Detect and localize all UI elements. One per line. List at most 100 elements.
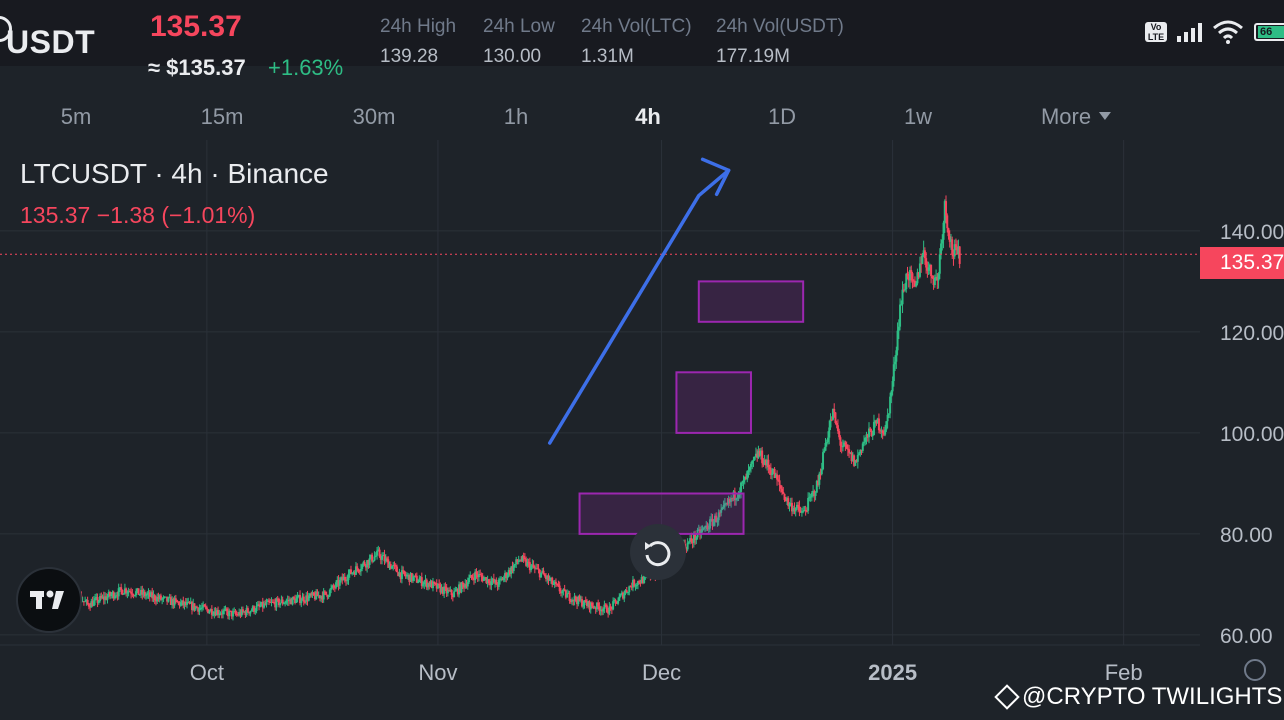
candle-body bbox=[566, 593, 569, 598]
tab-15m[interactable]: 15m bbox=[200, 104, 244, 129]
candle-body bbox=[422, 584, 425, 586]
candle-body bbox=[562, 589, 565, 592]
candle-body bbox=[577, 596, 580, 605]
candle-body bbox=[949, 239, 952, 242]
candle-body bbox=[346, 580, 349, 582]
replay-button[interactable] bbox=[630, 524, 686, 580]
candle-body bbox=[583, 600, 586, 606]
candle-body bbox=[424, 579, 427, 583]
candle-body bbox=[736, 497, 739, 499]
candle-body bbox=[911, 273, 914, 281]
candle-body bbox=[238, 612, 241, 616]
candle-body bbox=[363, 562, 366, 566]
candle-body bbox=[885, 421, 888, 430]
candle-body bbox=[502, 577, 505, 581]
stat-24h-vol-ltc: 24h Vol(LTC) 1.31M bbox=[581, 16, 692, 68]
candle-body bbox=[891, 381, 894, 392]
candle-body bbox=[778, 480, 781, 486]
candle-body bbox=[629, 586, 632, 588]
candle-body bbox=[307, 596, 310, 601]
candle-body bbox=[620, 592, 623, 595]
candle-body bbox=[436, 583, 439, 589]
candle-body bbox=[243, 611, 246, 613]
settings-icon[interactable] bbox=[1244, 659, 1266, 681]
candle-body bbox=[356, 566, 359, 569]
tab-30m[interactable]: 30m bbox=[352, 104, 396, 129]
caret-down-icon bbox=[1099, 112, 1112, 120]
candle-body bbox=[915, 283, 918, 287]
candle-body bbox=[450, 589, 453, 596]
candle-body bbox=[202, 604, 205, 608]
candle-body bbox=[928, 264, 931, 268]
tradingview-logo-icon[interactable] bbox=[16, 567, 82, 633]
candle-body bbox=[203, 604, 206, 607]
candle-body bbox=[687, 541, 690, 543]
more-label[interactable]: More bbox=[1040, 104, 1092, 129]
tab-5m[interactable]: 5m bbox=[60, 104, 92, 129]
candle-body bbox=[757, 451, 760, 458]
candle-body bbox=[795, 504, 798, 509]
pair-label[interactable]: USDT bbox=[6, 24, 96, 60]
candle-body bbox=[434, 582, 437, 584]
candle-body bbox=[399, 572, 402, 580]
candle-body bbox=[913, 280, 916, 287]
candle-body bbox=[521, 556, 524, 561]
x-tick-label: Dec bbox=[642, 660, 681, 685]
tab-1h[interactable]: 1h bbox=[503, 104, 529, 129]
candle-body bbox=[368, 558, 371, 565]
trend-arrow-head bbox=[700, 157, 731, 197]
candle-body bbox=[249, 611, 252, 614]
candle-body bbox=[343, 576, 346, 580]
candle-body bbox=[299, 595, 302, 604]
candle-body bbox=[923, 250, 926, 259]
candle-body bbox=[958, 246, 961, 264]
candle-body bbox=[828, 427, 831, 438]
candle-body bbox=[711, 518, 714, 526]
candle-body bbox=[536, 568, 539, 570]
candle-body bbox=[116, 595, 119, 597]
candle-body bbox=[813, 490, 816, 496]
x-tick-label: Feb bbox=[1105, 660, 1143, 685]
candle-body bbox=[274, 602, 277, 608]
candle-body bbox=[890, 391, 893, 397]
candle-body bbox=[554, 581, 557, 584]
candle-body bbox=[631, 579, 634, 588]
tab-1d[interactable]: 1D bbox=[767, 104, 797, 129]
candle-body bbox=[861, 443, 864, 451]
candle-body bbox=[844, 442, 847, 445]
candle-body bbox=[198, 608, 201, 612]
candle-body bbox=[259, 606, 262, 608]
candle-body bbox=[499, 578, 502, 580]
candle-body bbox=[439, 585, 442, 593]
candle-body bbox=[277, 598, 280, 606]
candle-body bbox=[335, 582, 338, 588]
candle-body bbox=[330, 588, 333, 590]
candle-body bbox=[292, 597, 295, 599]
candle-body bbox=[186, 601, 189, 605]
candle-body bbox=[756, 453, 759, 458]
candle-body bbox=[178, 602, 181, 606]
pair-title[interactable]: USDT bbox=[0, 24, 95, 61]
tab-4h[interactable]: 4h bbox=[635, 104, 661, 129]
tab-more[interactable]: More bbox=[1040, 104, 1112, 130]
candle-body bbox=[433, 581, 436, 583]
candle-body bbox=[81, 601, 84, 603]
candle-body bbox=[686, 542, 689, 550]
stat-label: 24h Vol(USDT) bbox=[716, 16, 844, 37]
candle-body bbox=[879, 430, 882, 432]
tab-1w[interactable]: 1w bbox=[903, 104, 933, 129]
candle-body bbox=[354, 566, 357, 575]
candle-body bbox=[270, 601, 273, 603]
candle-body bbox=[830, 419, 833, 421]
candle-body bbox=[586, 602, 589, 607]
candle-body bbox=[425, 579, 428, 588]
candle-body bbox=[310, 593, 313, 596]
candle-body bbox=[715, 515, 718, 523]
candle-body bbox=[574, 596, 577, 601]
candle-body bbox=[225, 608, 228, 612]
candle-body bbox=[115, 595, 118, 597]
candle-body bbox=[359, 568, 362, 572]
candle-body bbox=[194, 606, 197, 610]
candle-body bbox=[347, 573, 350, 581]
